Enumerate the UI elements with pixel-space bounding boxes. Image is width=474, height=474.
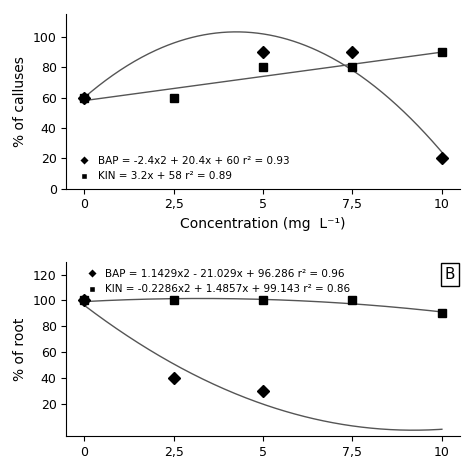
X-axis label: Concentration (mg  L⁻¹): Concentration (mg L⁻¹) (180, 217, 346, 231)
Y-axis label: % of root: % of root (13, 317, 27, 381)
Legend: BAP = -2.4x2 + 20.4x + 60 r² = 0.93, KIN = 3.2x + 58 r² = 0.89: BAP = -2.4x2 + 20.4x + 60 r² = 0.93, KIN… (72, 154, 292, 183)
Y-axis label: % of calluses: % of calluses (13, 56, 27, 147)
Text: B: B (445, 267, 455, 282)
Legend: BAP = 1.1429x2 - 21.029x + 96.286 r² = 0.96, KIN = -0.2286x2 + 1.4857x + 99.143 : BAP = 1.1429x2 - 21.029x + 96.286 r² = 0… (80, 267, 353, 296)
